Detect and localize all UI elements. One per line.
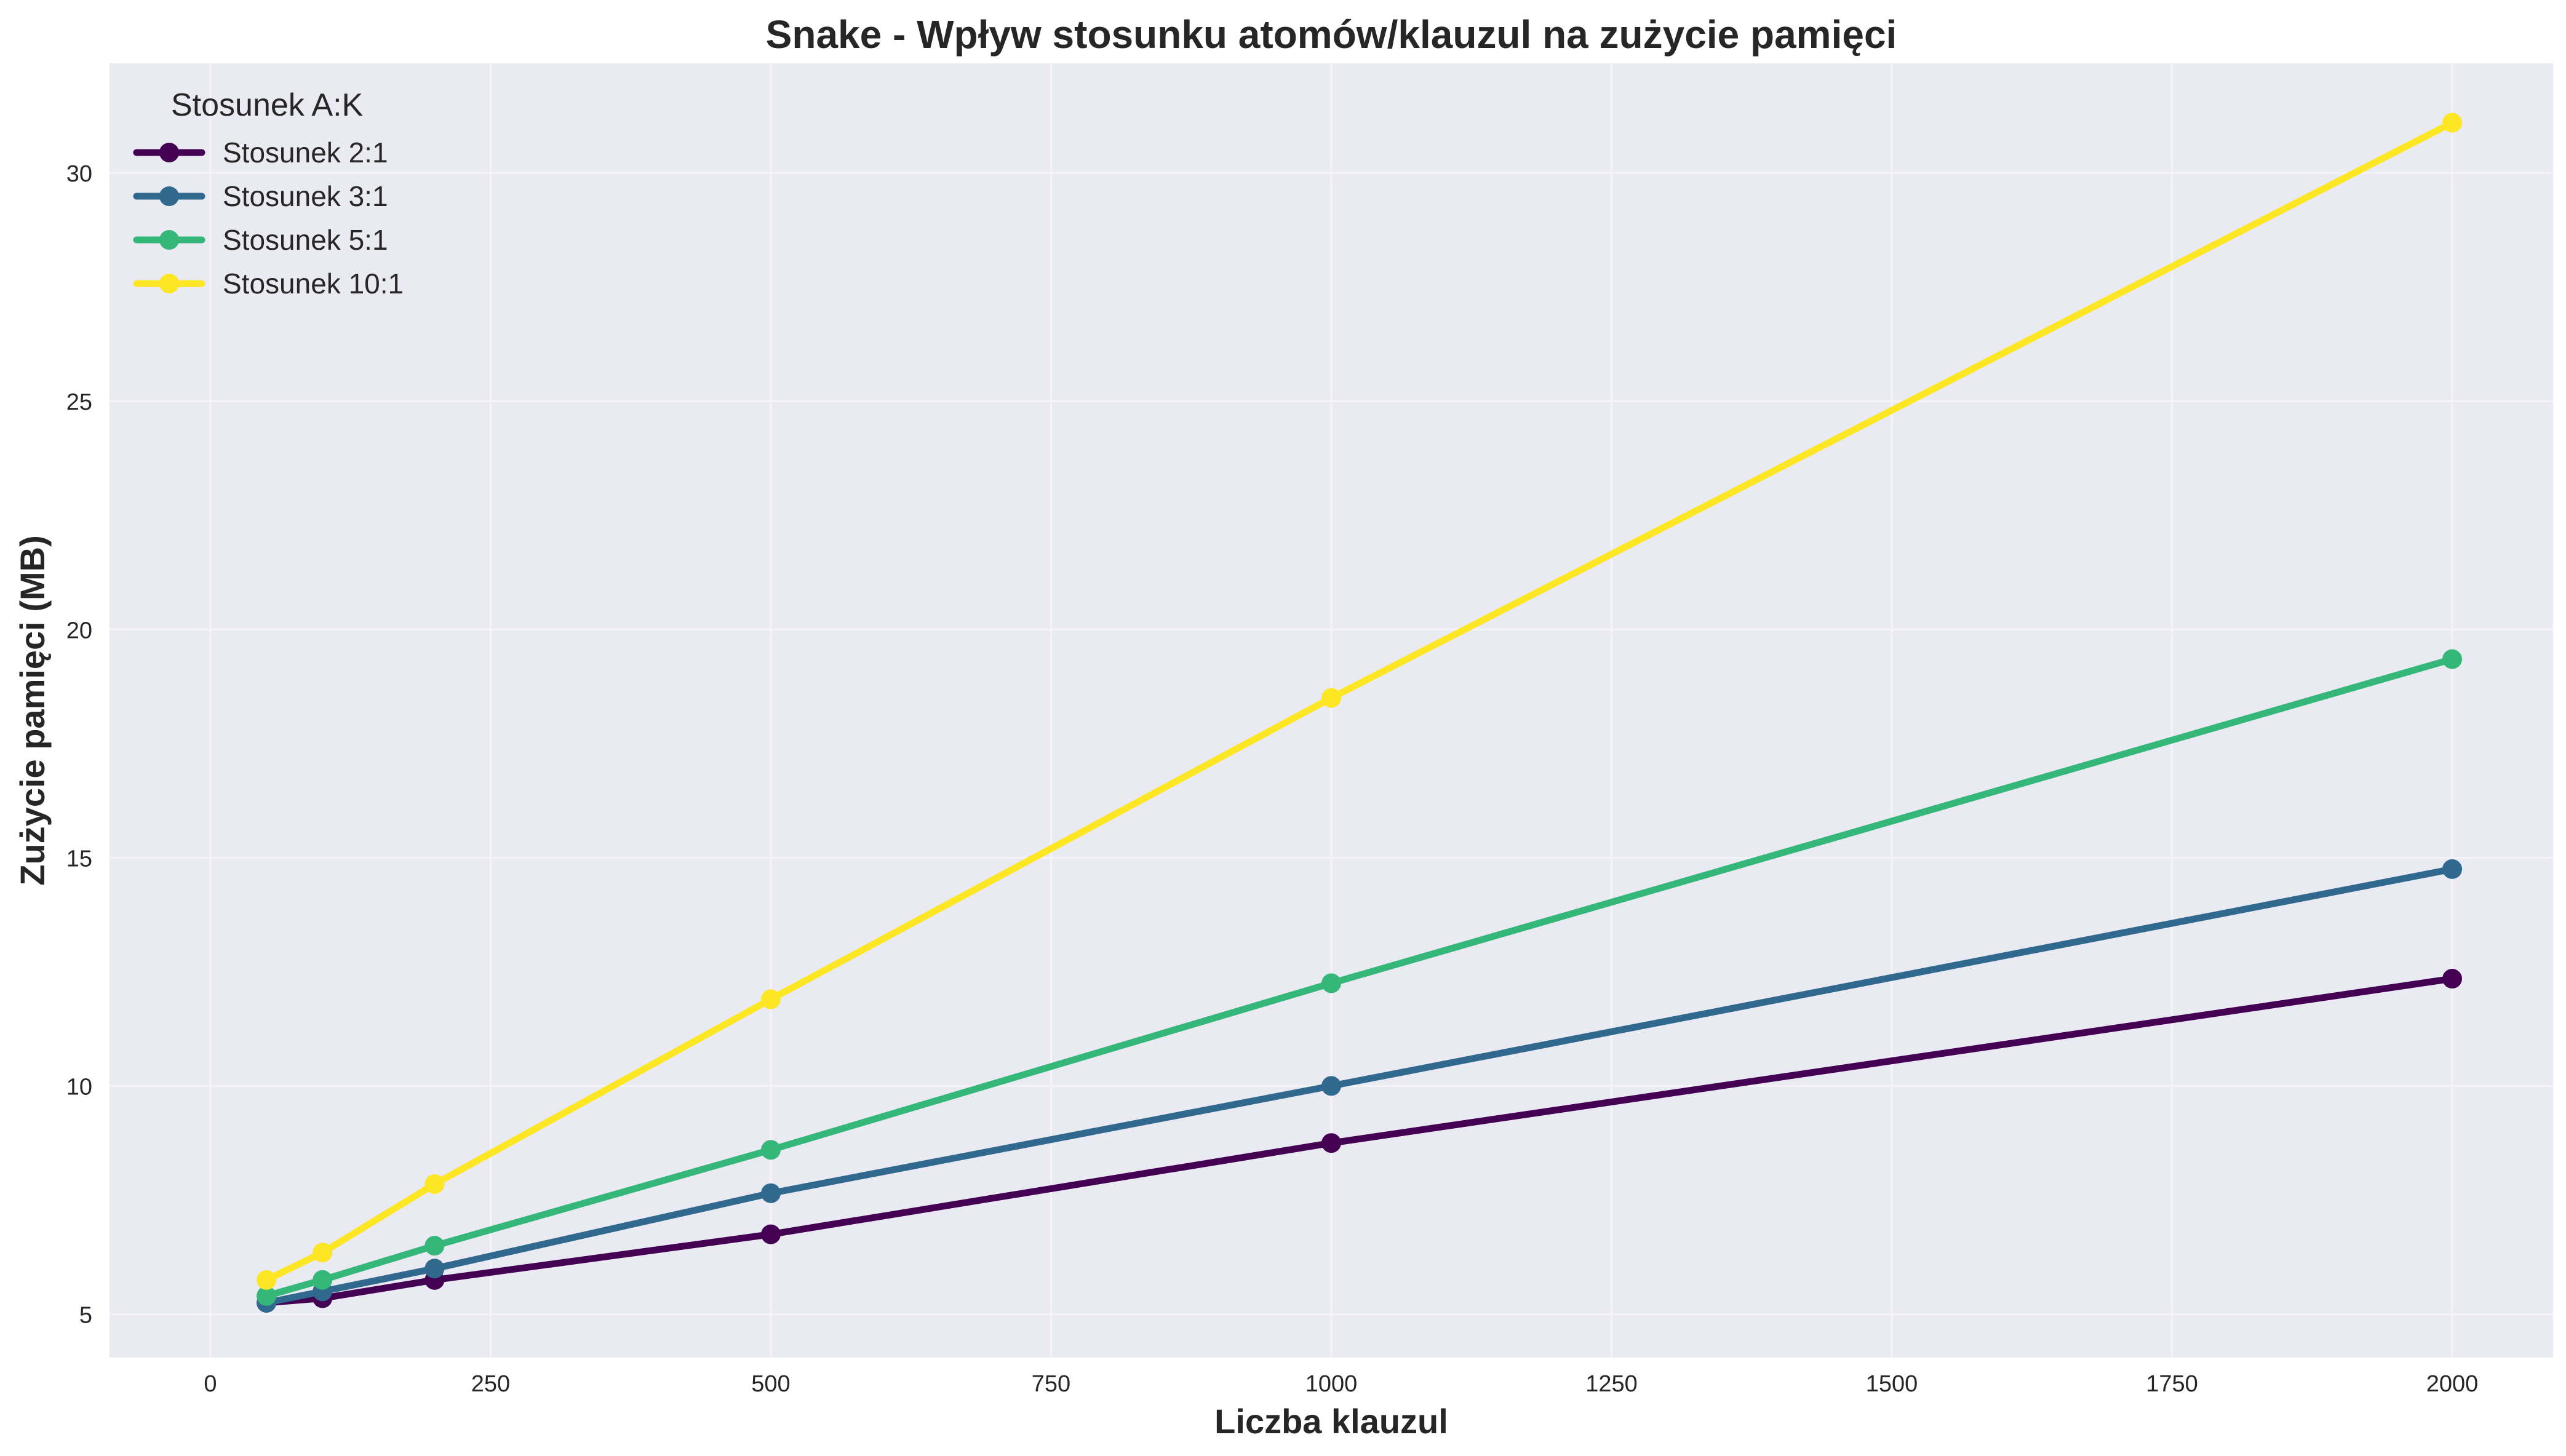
data-point	[424, 1174, 445, 1194]
y-tick-label: 15	[66, 846, 92, 872]
data-point	[424, 1236, 445, 1256]
legend-label: Stosunek 2:1	[223, 137, 388, 169]
x-tick-label: 500	[751, 1371, 790, 1397]
series-4	[257, 113, 2463, 1290]
y-axis-label: Zużycie pamięci (MB)	[13, 535, 52, 885]
legend-swatch-marker	[159, 274, 179, 293]
legend: Stosunek A:K Stosunek 2:1 Stosunek 3:1 Sto…	[133, 87, 404, 300]
data-point	[760, 989, 781, 1009]
data-point	[2442, 969, 2463, 989]
data-point	[2442, 859, 2463, 879]
legend-item: Stosunek 3:1	[133, 180, 388, 212]
data-point	[1321, 1133, 1341, 1153]
tick-labels: 0 250 500 750 1000 1250 1500 1750 2000 5 10 15 20 25 3…	[66, 161, 2479, 1397]
data-point	[760, 1224, 781, 1244]
x-tick-label: 1750	[2146, 1371, 2198, 1397]
data-point	[760, 1183, 781, 1203]
data-point	[313, 1270, 333, 1290]
legend-label: Stosunek 10:1	[223, 268, 404, 300]
x-tick-label: 1250	[1585, 1371, 1638, 1397]
legend-title: Stosunek A:K	[171, 87, 364, 123]
data-point	[2442, 649, 2463, 669]
legend-item: Stosunek 5:1	[133, 224, 388, 256]
legend-label: Stosunek 5:1	[223, 224, 388, 256]
x-tick-label: 250	[471, 1371, 510, 1397]
x-tick-label: 0	[204, 1371, 217, 1397]
x-tick-label: 750	[1032, 1371, 1070, 1397]
data-point	[257, 1286, 277, 1306]
legend-swatch-marker	[159, 143, 179, 162]
legend-item: Stosunek 10:1	[133, 268, 404, 300]
data-point	[2442, 113, 2463, 133]
data-point	[1321, 688, 1341, 708]
x-tick-label: 1500	[1866, 1371, 1918, 1397]
legend-swatch-marker	[159, 186, 179, 206]
y-tick-label: 20	[66, 618, 92, 643]
x-axis-label: Liczba klauzul	[1214, 1402, 1448, 1441]
data-point	[424, 1259, 445, 1279]
x-tick-label: 1000	[1305, 1371, 1358, 1397]
data-point	[1321, 1076, 1341, 1096]
x-tick-label: 2000	[2426, 1371, 2479, 1397]
series-3	[257, 649, 2463, 1306]
legend-label: Stosunek 3:1	[223, 180, 388, 212]
data-point	[760, 1140, 781, 1160]
y-tick-label: 25	[66, 389, 92, 415]
y-tick-label: 10	[66, 1074, 92, 1100]
legend-swatch-marker	[159, 230, 179, 250]
legend-item: Stosunek 2:1	[133, 137, 388, 169]
chart-title: Snake - Wpływ stosunku atomów/klauzul na…	[766, 12, 1897, 57]
data-point	[257, 1270, 277, 1290]
y-tick-label: 30	[66, 161, 92, 187]
y-tick-label: 5	[79, 1302, 92, 1328]
series-line	[263, 119, 2456, 1284]
data-point	[1321, 973, 1341, 993]
data-point	[313, 1243, 333, 1263]
series-layer	[257, 113, 2463, 1313]
